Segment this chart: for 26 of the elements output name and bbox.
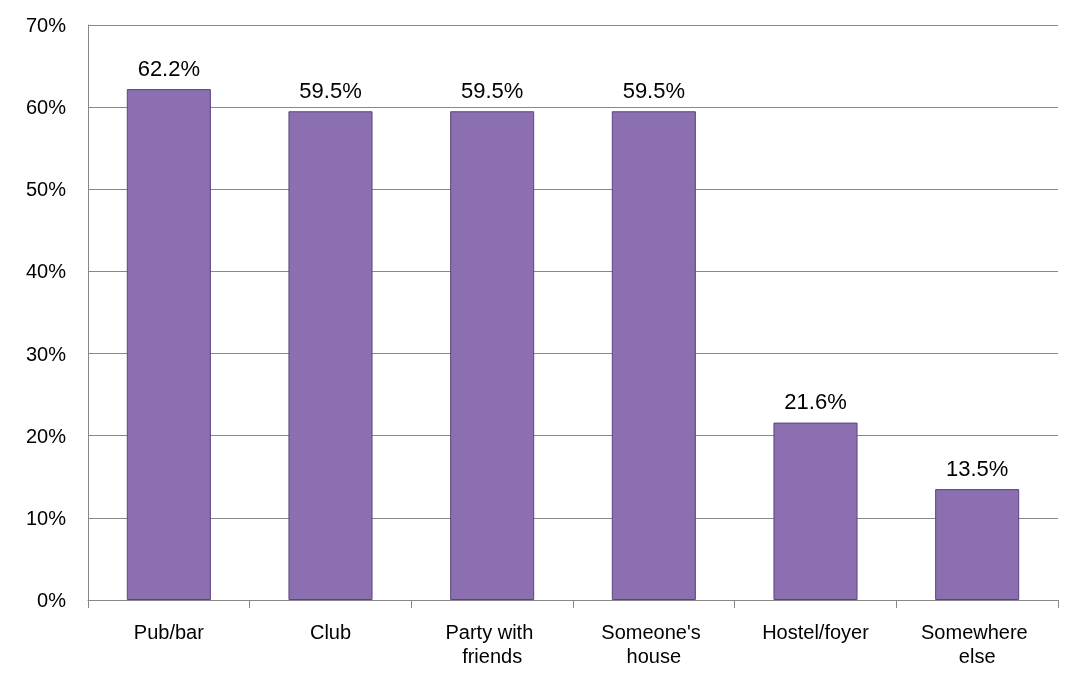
data-label: 21.6%: [784, 389, 847, 415]
bar: [773, 422, 858, 600]
bar: [611, 111, 696, 600]
data-label: 59.5%: [460, 77, 524, 103]
y-tick-label: 60%: [25, 96, 67, 119]
data-label: 59.5%: [299, 77, 362, 103]
x-tick-label: Club: [309, 621, 352, 643]
bar: [126, 89, 211, 600]
y-tick-label: 30%: [25, 342, 67, 365]
x-tick-label: Party with friends: [445, 621, 539, 667]
x-tick-label: Somewhere else: [921, 621, 1034, 667]
x-tick-label: Someone's house: [601, 621, 707, 667]
data-label: 59.5%: [622, 77, 686, 103]
bar: [288, 111, 373, 600]
y-tick-label: 70%: [25, 14, 67, 36]
data-label: 13.5%: [945, 455, 1009, 481]
y-tick-label: 50%: [25, 178, 67, 201]
bar: [935, 489, 1020, 600]
x-tick-label: Hostel/foyer: [762, 621, 870, 643]
bar: [450, 111, 535, 600]
y-tick-label: 20%: [25, 424, 67, 447]
y-tick-label: 40%: [25, 260, 67, 283]
y-tick-label: 0%: [37, 589, 67, 611]
y-tick-label: 10%: [25, 506, 67, 529]
data-label: 62.2%: [137, 55, 201, 81]
x-tick-label: Pub/bar: [133, 621, 205, 643]
